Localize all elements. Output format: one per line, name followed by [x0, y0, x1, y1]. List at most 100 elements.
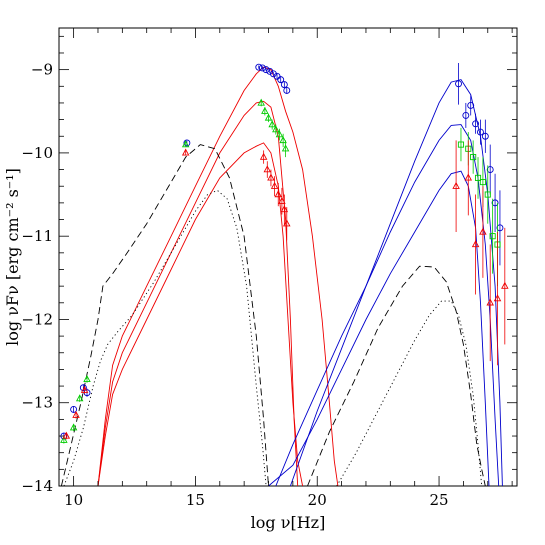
- data-point-green-1-6: [279, 133, 287, 148]
- data-point-green-4-3: [83, 375, 91, 383]
- data-point-red-8-1: [464, 140, 473, 216]
- y-tick-label: −11: [21, 227, 53, 245]
- data-point-blue-6-4: [477, 119, 484, 145]
- data-point-green-1-2: [264, 113, 273, 123]
- data-point-green-7-2: [470, 140, 477, 174]
- triangle-marker: [471, 240, 480, 248]
- model-curve-red-solid-2: [97, 142, 304, 486]
- circle-marker: [496, 224, 504, 232]
- y-tick-label: −9: [31, 61, 53, 79]
- triangle-marker: [257, 98, 265, 106]
- data-point-green-7-0: [457, 127, 465, 162]
- data-point-blue-6-8: [496, 190, 504, 266]
- circle-marker: [79, 384, 87, 392]
- triangle-marker: [280, 205, 289, 213]
- data-point-blue-0-3: [266, 67, 274, 75]
- data-point-red-5-1: [72, 410, 80, 419]
- data-point-blue-0-2: [262, 66, 270, 74]
- triangle-marker: [264, 113, 273, 121]
- ticks-layer: 10 15 20 25 −14 −13 −12 −11 −10 −9: [21, 28, 517, 509]
- model-curve-blue-solid-4: [275, 124, 500, 486]
- data-point-blue-6-7: [491, 173, 499, 233]
- model-curve-red-solid-1: [97, 100, 299, 486]
- data-point-green-1-1: [261, 106, 269, 116]
- data-point-red-5-2: [80, 385, 89, 394]
- data-point-green-4-4: [181, 140, 190, 148]
- triangle-marker: [464, 173, 473, 181]
- circle-marker: [277, 76, 285, 84]
- data-point-blue-0-0: [255, 63, 263, 71]
- triangle-marker: [452, 181, 460, 189]
- data-point-red-8-5: [493, 232, 502, 366]
- data-point-red-8-6: [501, 227, 509, 345]
- circle-marker: [491, 199, 499, 207]
- triangle-marker: [181, 140, 190, 148]
- square-marker: [457, 141, 465, 148]
- triangle-marker: [283, 219, 291, 227]
- model-curve-red-solid-0: [97, 66, 339, 486]
- data-point-blue-0-1: [258, 64, 266, 72]
- y-tick-label: −12: [21, 310, 53, 328]
- circle-marker: [472, 120, 480, 128]
- triangle-marker: [281, 144, 290, 152]
- data-point-green-7-5: [484, 165, 491, 224]
- data-point-green-4-2: [75, 394, 84, 402]
- model-curve-black-dotted-9: [336, 300, 483, 486]
- data-point-red-2-2: [267, 169, 275, 187]
- y-axis-label: log νFν [erg cm⁻² s⁻¹]: [3, 168, 22, 346]
- data-point-red-2-1: [263, 161, 272, 178]
- y-tick-label: −13: [21, 394, 53, 412]
- circle-marker: [455, 80, 462, 88]
- triangle-marker: [501, 281, 509, 289]
- triangle-marker: [267, 173, 275, 181]
- triangle-marker: [259, 152, 268, 160]
- data-point-red-5-0: [62, 431, 71, 440]
- data-point-blue-6-0: [455, 62, 462, 105]
- square-marker: [479, 179, 486, 186]
- data-point-red-2-3: [270, 176, 279, 197]
- circle-marker: [467, 101, 475, 109]
- triangle-marker: [69, 423, 78, 431]
- circle-marker: [269, 70, 277, 78]
- triangle-marker: [72, 410, 80, 418]
- model-curve-blue-solid-5: [268, 170, 490, 486]
- triangle-marker: [263, 165, 272, 173]
- data-point-green-7-6: [489, 198, 496, 274]
- y-tick-label: −10: [21, 144, 53, 162]
- data-point-blue-6-5: [481, 119, 489, 153]
- square-marker: [484, 191, 491, 198]
- data-point-green-1-3: [268, 119, 276, 130]
- triangle-marker: [261, 106, 269, 114]
- data-point-blue-0-4: [269, 70, 277, 78]
- triangle-marker: [181, 148, 190, 156]
- data-point-green-1-5: [275, 128, 284, 141]
- data-point-blue-6-2: [467, 95, 475, 116]
- triangle-marker: [479, 227, 487, 235]
- triangle-marker: [275, 130, 284, 138]
- plot-frame: [58, 27, 518, 487]
- circle-marker: [481, 132, 489, 140]
- data-point-blue-3-1: [70, 405, 78, 413]
- data-point-red-8-2: [471, 194, 480, 295]
- data-point-blue-6-3: [472, 113, 480, 134]
- data-point-red-8-3: [479, 186, 487, 278]
- triangle-marker: [80, 385, 89, 393]
- x-tick-label: 20: [308, 491, 327, 509]
- points-layer: [60, 62, 509, 444]
- triangle-marker: [493, 294, 502, 302]
- data-point-blue-0-7: [280, 81, 288, 89]
- triangle-marker: [268, 120, 276, 128]
- y-tick-label: −14: [21, 477, 53, 495]
- data-point-blue-0-8: [283, 87, 291, 94]
- triangle-marker: [60, 435, 68, 443]
- data-point-green-4-1: [69, 423, 78, 432]
- data-point-red-8-4: [486, 244, 494, 362]
- x-tick-label: 10: [64, 491, 83, 509]
- data-point-green-7-3: [474, 157, 482, 199]
- triangle-marker: [83, 375, 91, 383]
- square-marker: [489, 233, 496, 240]
- circle-marker: [283, 87, 291, 94]
- model-curve-black-dashed-6: [60, 144, 269, 486]
- triangle-marker: [274, 190, 283, 198]
